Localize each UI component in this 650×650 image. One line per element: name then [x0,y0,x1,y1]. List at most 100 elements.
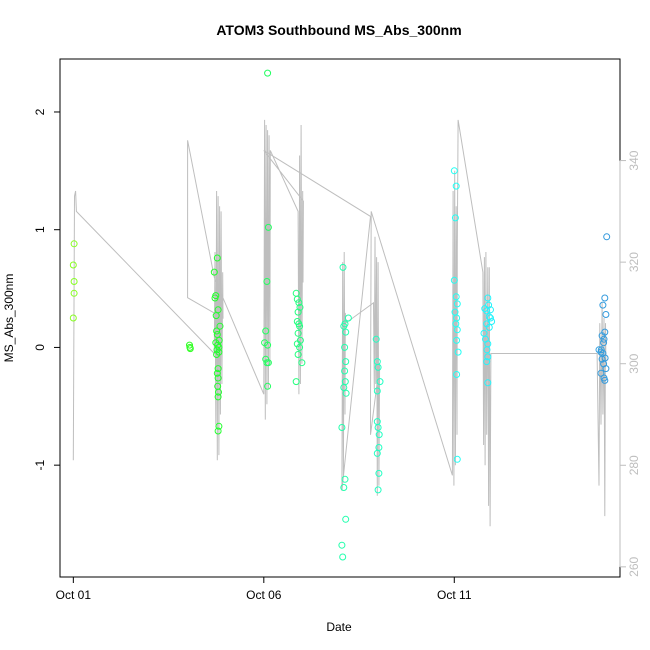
x-tick-label: Oct 01 [56,588,92,602]
data-point [339,553,347,561]
data-point [339,263,347,271]
data-point [597,348,605,356]
secondary-line-layer [72,119,607,527]
data-point [215,388,222,396]
data-point [341,367,349,375]
data-point [264,223,272,231]
y-tick-label: -1 [33,459,47,470]
data-point [262,327,270,335]
data-point [373,387,381,395]
data-point [485,301,493,309]
data-point [213,254,221,262]
data-point [374,424,382,431]
data-point [264,341,272,349]
y-axis-title: MS_Abs_300nm [2,274,16,363]
y-tick-label: 2 [33,108,47,115]
data-point [296,322,304,330]
data-point [214,374,222,382]
data-point [453,371,461,378]
data-point [602,311,610,318]
data-point [375,469,383,477]
data-point [212,312,220,320]
data-point [340,484,348,491]
data-point [374,363,382,371]
data-point [452,293,460,301]
data-point [452,182,460,190]
data-point [600,339,608,347]
data-point [602,365,610,373]
data-point [453,326,461,334]
data-point [213,351,221,358]
data-point [264,359,272,367]
data-point [338,541,346,549]
data-point [483,346,491,354]
data-point [372,335,380,343]
data-point [484,353,492,361]
data-point [295,299,303,307]
data-point [293,295,301,303]
secondary-series-line [72,119,607,527]
data-point [450,276,458,284]
data-point [603,233,611,241]
data-point [215,422,223,430]
data-point [374,486,382,494]
data-point [210,268,218,276]
data-point [70,289,78,297]
data-point [186,345,194,353]
data-point [601,376,609,384]
data-point [342,328,350,336]
data-point [294,351,302,358]
data-point [294,329,302,337]
data-point [293,340,301,348]
data-point [600,335,608,343]
data-point [296,343,304,351]
data-point [376,378,384,386]
data-point [344,314,352,322]
data-point [213,327,221,335]
data-point [451,214,459,222]
points-layer [69,69,611,561]
y-tick-label: 0 [33,344,47,351]
data-point [338,424,346,431]
data-point [69,261,77,269]
data-point [485,323,493,331]
data-point [264,382,272,390]
data-point [601,294,609,302]
data-point [214,427,222,435]
data-point [216,322,224,330]
data-point [211,294,219,302]
x-axis-title: Date [326,620,352,634]
y2-tick-label: 280 [627,455,641,475]
data-point [595,346,603,354]
data-point [342,389,350,397]
data-point [342,358,350,366]
data-point [70,278,78,285]
data-point [450,167,458,175]
data-point [294,308,302,316]
data-point [214,393,222,401]
data-point [341,475,349,483]
data-point [69,314,77,322]
data-point [454,348,462,356]
x-tick-label: Oct 06 [246,588,282,602]
plot-frame [59,58,621,578]
y2-tick-label: 300 [627,353,641,373]
y2-tick-label: 340 [627,150,641,170]
data-point [340,384,348,391]
data-point [453,300,461,308]
data-point [213,369,221,377]
data-point [342,515,350,523]
data-point [453,455,461,463]
data-point [292,378,300,386]
data-point [598,332,606,340]
data-point [215,348,223,356]
chart-title: ATOM3 Southbound MS_Abs_300nm [216,22,461,38]
data-point [484,379,492,387]
data-point [70,240,78,248]
y-tick-label: 1 [33,226,47,233]
data-point [341,343,349,351]
data-point [487,306,494,314]
data-point [373,449,381,457]
data-point [264,69,272,77]
